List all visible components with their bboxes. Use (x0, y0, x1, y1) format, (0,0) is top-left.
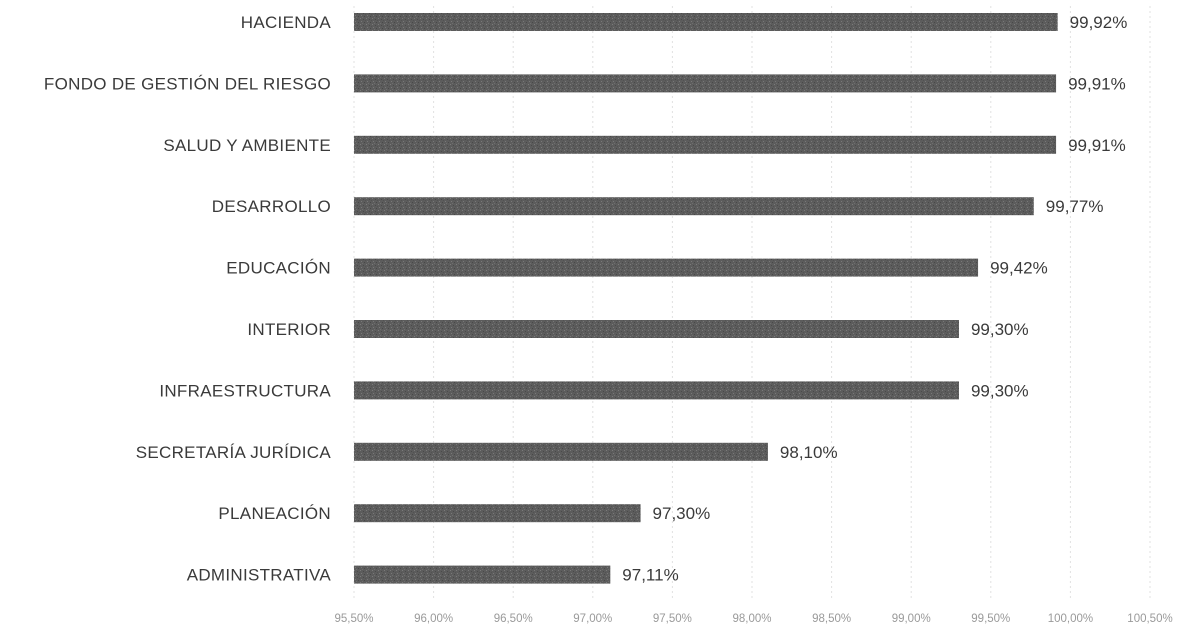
category-label: DESARROLLO (212, 197, 331, 216)
category-label: EDUCACIÓN (226, 259, 331, 278)
value-labels: 99,92% 99,91% 99,91% 99,77% 99,42% 99,30% 99,3… (622, 13, 1127, 585)
category-label: INFRAESTRUCTURA (159, 381, 331, 400)
x-tick-label: 100,50% (1127, 613, 1172, 625)
x-tick-label: 96,00% (414, 613, 453, 625)
value-label: 97,11% (622, 566, 678, 585)
value-label: 99,42% (990, 259, 1048, 278)
value-label: 99,77% (1046, 197, 1104, 216)
bar-5 (354, 320, 959, 338)
x-tick-label: 99,50% (971, 613, 1010, 625)
value-label: 97,30% (653, 504, 711, 523)
bar-9 (354, 565, 611, 584)
gridlines (353, 6, 1151, 600)
x-tick-label: 95,50% (334, 613, 373, 625)
value-label: 99,92% (1070, 13, 1128, 32)
x-tick-label: 100,00% (1048, 613, 1093, 625)
bar-6 (354, 381, 959, 400)
x-tick-label: 96,50% (494, 613, 533, 625)
bar-4 (354, 258, 979, 277)
category-label: FONDO DE GESTIÓN DEL RIESGO (44, 74, 331, 93)
category-labels: HACIENDA FONDO DE GESTIÓN DEL RIESGO SALUD… (44, 13, 331, 585)
category-label: SALUD Y AMBIENTE (163, 136, 331, 155)
value-label: 98,10% (780, 443, 838, 462)
x-tick-label: 97,00% (573, 613, 612, 625)
value-label: 99,30% (971, 381, 1029, 400)
category-label: INTERIOR (247, 320, 331, 339)
x-tick-label: 99,00% (892, 613, 931, 625)
value-label: 99,91% (1068, 74, 1126, 93)
bar-1 (354, 74, 1057, 93)
x-tick-label: 97,50% (653, 613, 692, 625)
value-label: 99,30% (971, 320, 1029, 339)
value-label: 99,91% (1068, 136, 1126, 155)
category-label: SECRETARÍA JURÍDICA (136, 443, 332, 462)
category-label: ADMINISTRATIVA (187, 566, 332, 585)
category-label: HACIENDA (241, 13, 332, 32)
category-label: PLANEACIÓN (218, 504, 331, 523)
bar-2 (354, 135, 1057, 154)
bar-8 (354, 504, 641, 523)
bar-3 (354, 197, 1034, 216)
x-axis-ticks: 95,50% 96,00% 96,50% 97,00% 97,50% 98,00% 98,5… (334, 613, 1172, 625)
x-tick-label: 98,50% (812, 613, 851, 625)
bar-7 (354, 442, 768, 461)
bar-0 (354, 13, 1058, 31)
bars (354, 13, 1058, 584)
x-tick-label: 98,00% (732, 613, 771, 625)
